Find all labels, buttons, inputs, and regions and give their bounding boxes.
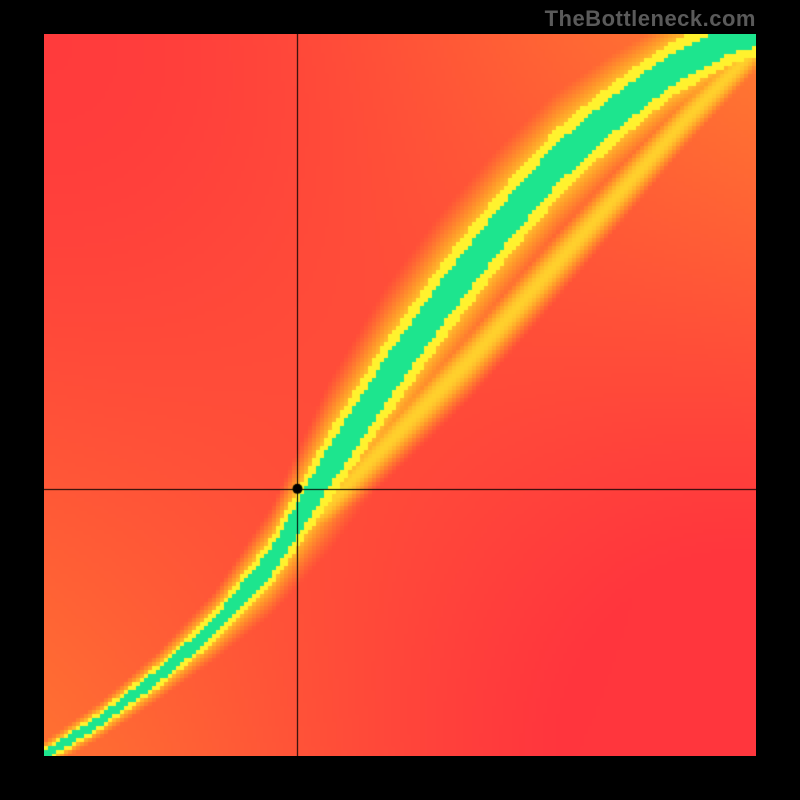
bottleneck-heatmap xyxy=(44,34,756,756)
watermark-text: TheBottleneck.com xyxy=(545,6,756,32)
